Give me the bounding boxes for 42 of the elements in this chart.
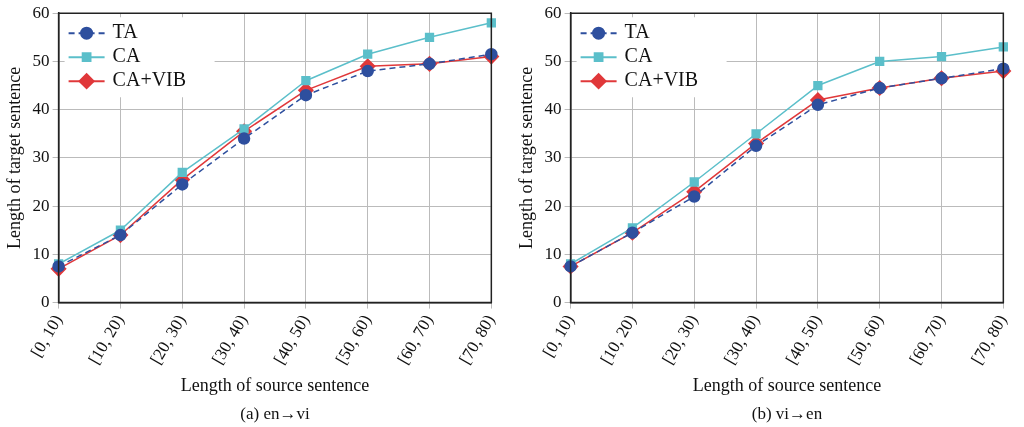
x-tick-label: [0, 10)	[538, 311, 578, 361]
x-tick-label: [10, 20)	[596, 311, 640, 368]
y-tick-label: 60	[544, 2, 562, 22]
x-tick-label: [40, 50)	[269, 311, 314, 368]
y-axis-title: Length of target sentence	[515, 66, 536, 249]
x-axis-title: Length of source sentence	[692, 374, 882, 395]
x-tick-label: [10, 20)	[84, 311, 128, 368]
y-tick-label: 0	[553, 292, 562, 312]
text: (b) vi→en	[751, 403, 823, 423]
y-tick-label: 20	[32, 195, 50, 215]
x-tick-label: [70, 80)	[455, 311, 499, 368]
legend-label: TA	[112, 20, 139, 43]
legend-label: CA+VIB	[112, 68, 187, 91]
x-tick-label: [70, 80)	[967, 311, 1011, 368]
y-tick-label: 50	[32, 50, 50, 70]
y-tick-label: 0	[41, 292, 50, 312]
x-tick-label: [0, 10)	[26, 311, 66, 361]
y-tick-label: 40	[32, 99, 50, 119]
legend-label: CA+VIB	[624, 68, 699, 91]
x-tick-label: [20, 30)	[146, 311, 190, 368]
x-tick-label: [20, 30)	[658, 311, 702, 368]
x-tick-label: [50, 60)	[843, 311, 888, 368]
y-tick-label: 10	[544, 243, 562, 263]
x-tick-label: [60, 70)	[393, 311, 437, 368]
text: (a) en→vi	[240, 403, 310, 423]
y-tick-label: 30	[32, 147, 50, 167]
x-axis-title: Length of source sentence	[180, 374, 370, 395]
x-tick-label: [30, 40)	[208, 311, 252, 368]
y-tick-label: 40	[544, 99, 562, 119]
y-tick-label: 50	[544, 50, 562, 70]
legend-label: CA	[624, 44, 653, 67]
y-tick-label: 60	[32, 2, 50, 22]
legend-label: CA	[112, 44, 141, 67]
legend-label: TA	[624, 20, 651, 43]
x-tick-label: [30, 40)	[720, 311, 764, 368]
x-tick-label: [50, 60)	[331, 311, 376, 368]
y-tick-label: 30	[544, 147, 562, 167]
y-tick-label: 20	[544, 195, 562, 215]
x-tick-label: [60, 70)	[905, 311, 949, 368]
y-tick-label: 10	[32, 243, 50, 263]
y-axis-title: Length of target sentence	[3, 66, 24, 249]
x-tick-label: [40, 50)	[781, 311, 826, 368]
